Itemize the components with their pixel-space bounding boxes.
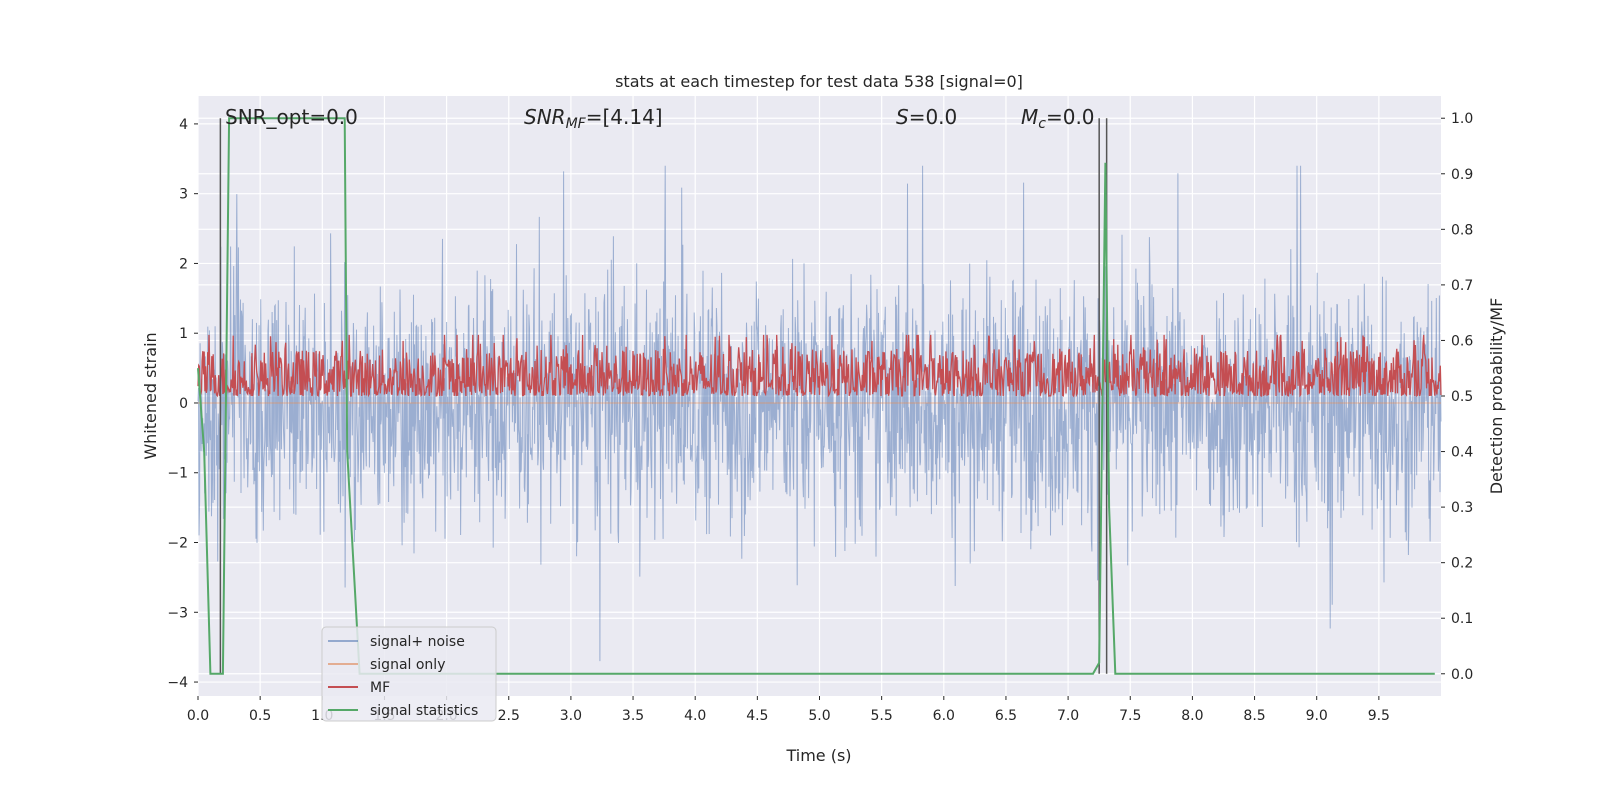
legend-label-signal-noise: signal+ noise: [370, 634, 465, 650]
y-right-tick-label: 0.8: [1451, 222, 1473, 238]
x-tick-label: 3.5: [622, 708, 644, 724]
x-axis-label: Time (s): [785, 746, 851, 765]
y-right-tick-label: 0.1: [1451, 611, 1473, 627]
y-axis-right-ticks: 0.0 0.1 0.2 0.3 0.4 0.5 0.6 0.7 0.8 0.9 1.0: [1441, 111, 1473, 683]
y-right-tick-label: 0.5: [1451, 389, 1473, 405]
y-right-tick-label: 0.2: [1451, 556, 1473, 572]
x-tick-label: 0.0: [187, 708, 209, 724]
y-left-tick-label: 3: [179, 187, 188, 203]
x-tick-label: 9.0: [1306, 708, 1328, 724]
legend-box: [321, 626, 497, 722]
x-tick-label: 2.5: [498, 708, 520, 724]
y-left-tick-label: 4: [179, 117, 188, 133]
y-left-tick-label: −1: [167, 466, 188, 482]
annotation-mc-symbol: M: [1021, 105, 1038, 129]
y-right-tick-label: 0.3: [1451, 500, 1473, 516]
x-tick-label: 0.5: [249, 708, 271, 724]
y-left-tick-label: −4: [167, 675, 188, 691]
y-right-tick-label: 0.4: [1451, 445, 1473, 461]
annotation-mc: Mc=0.0: [1021, 105, 1095, 132]
y-axis-left-ticks: −4 −3 −2 −1 0 1 2 3 4: [167, 117, 198, 691]
legend: signal+ noise signal only MF signal stat…: [321, 626, 497, 722]
x-tick-label: 9.5: [1368, 708, 1390, 724]
x-tick-label: 7.5: [1119, 708, 1141, 724]
y-left-tick-label: 2: [179, 256, 188, 272]
legend-label-signal-only: signal only: [370, 657, 445, 673]
chart-title: stats at each timestep for test data 538…: [615, 72, 1023, 91]
annotation-s-value: =0.0: [909, 105, 958, 129]
x-tick-label: 3.0: [560, 708, 582, 724]
y-right-tick-label: 0.7: [1451, 278, 1473, 294]
y-right-tick-label: 0.6: [1451, 333, 1473, 349]
x-tick-label: 8.0: [1181, 708, 1203, 724]
annotation-snr-mf-symbol: SNR: [524, 105, 566, 129]
y-left-tick-label: 0: [179, 396, 188, 412]
line-mf: [197, 334, 1442, 398]
x-tick-label: 4.5: [746, 708, 768, 724]
x-tick-label: 6.5: [995, 708, 1017, 724]
x-tick-label: 6.0: [933, 708, 955, 724]
y-right-tick-label: 1.0: [1451, 111, 1473, 127]
y-left-tick-label: −2: [167, 536, 188, 552]
x-tick-label: 7.0: [1057, 708, 1079, 724]
legend-label-mf: MF: [370, 680, 390, 696]
x-tick-label: 4.0: [684, 708, 706, 724]
y-left-tick-label: −3: [167, 605, 188, 621]
y-right-tick-label: 0.0: [1451, 667, 1473, 683]
y-left-tick-label: 1: [179, 326, 188, 342]
x-tick-label: 8.5: [1243, 708, 1265, 724]
annotation-mc-value: =0.0: [1046, 105, 1095, 129]
x-tick-label: 5.5: [871, 708, 893, 724]
y-axis-right-label: Detection probability/MF: [1487, 298, 1506, 495]
y-right-tick-label: 0.9: [1451, 167, 1473, 183]
annotation-mc-subscript: c: [1038, 116, 1046, 132]
annotation-snr-mf: SNRMF=[4.14]: [524, 105, 663, 132]
annotation-snr-mf-value: =[4.14]: [586, 105, 663, 129]
legend-label-signal-statistics: signal statistics: [370, 703, 478, 719]
y-axis-left-label: Whitened strain: [141, 332, 160, 459]
annotation-snr-mf-subscript: MF: [566, 116, 587, 132]
series-mf: [197, 334, 1442, 398]
annotation-snr-opt: SNR_opt=0.0: [225, 105, 358, 129]
annotation-s-symbol: S: [896, 105, 909, 129]
annotation-s: S=0.0: [896, 105, 957, 129]
x-tick-label: 5.0: [808, 708, 830, 724]
